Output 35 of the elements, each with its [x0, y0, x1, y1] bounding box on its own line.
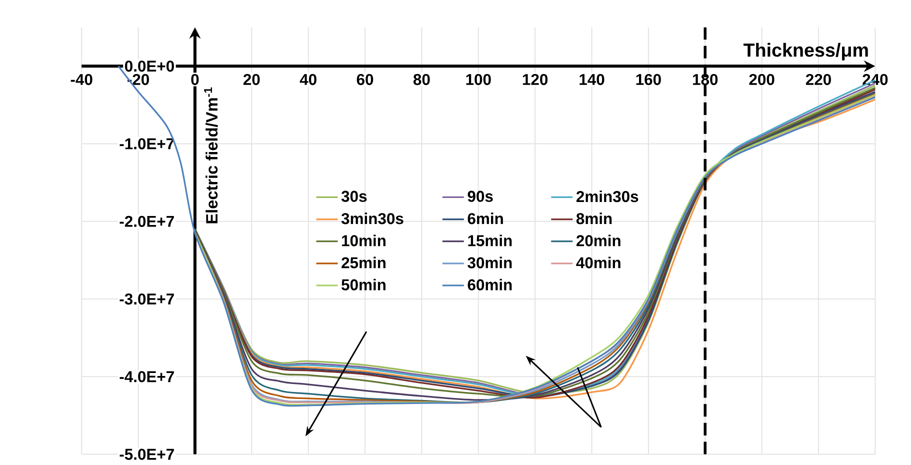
legend-label: 6min: [468, 212, 503, 224]
legend-label: 30min: [468, 256, 512, 269]
x-tick-label: 180: [693, 74, 718, 86]
x-tick-label: 200: [749, 74, 774, 86]
legend-label: 8min: [576, 212, 612, 224]
x-tick-label: 20: [243, 74, 260, 86]
legend-label: 2min30s: [576, 190, 638, 202]
legend-label: 10min: [342, 234, 386, 246]
legend-label: 40min: [576, 256, 620, 268]
y-axis-title: Electric field/Vm$^{-1}$: [204, 88, 218, 224]
x-tick-label: 140: [580, 74, 604, 86]
legend-label: 3min30s: [341, 212, 404, 224]
x-axis-title: Thickness/μm: [743, 43, 868, 61]
legend-label: 15min: [468, 234, 512, 246]
y-tick-label: -3.0E+7: [120, 294, 174, 305]
x-tick-label: 120: [522, 74, 548, 86]
y-tick-label: -1.0E+7: [120, 138, 174, 150]
x-tick-label: 60: [356, 74, 374, 86]
y-tick-label: -2.0E+7: [120, 216, 174, 228]
x-tick-label: 80: [413, 74, 430, 86]
x-tick-label: 40: [300, 74, 316, 86]
legend-label: 50min: [342, 279, 386, 291]
legend-label: 60min: [468, 279, 512, 291]
x-tick-label: 160: [636, 74, 661, 86]
x-tick-label: 220: [806, 74, 831, 86]
legend-label: 90s: [468, 190, 493, 202]
legend-label: 25min: [342, 256, 386, 268]
x-tick-label: -40: [70, 74, 92, 86]
x-tick-label: 100: [466, 74, 491, 86]
x-tick-label: 0: [191, 74, 199, 86]
y-tick-label: 0.0E+0: [125, 60, 174, 72]
y-tick-label: -4.0E+7: [120, 371, 174, 382]
legend-label: 20min: [576, 234, 620, 246]
legend-label: 30s: [341, 190, 367, 202]
y-tick-label: -5.0E+7: [120, 448, 174, 460]
